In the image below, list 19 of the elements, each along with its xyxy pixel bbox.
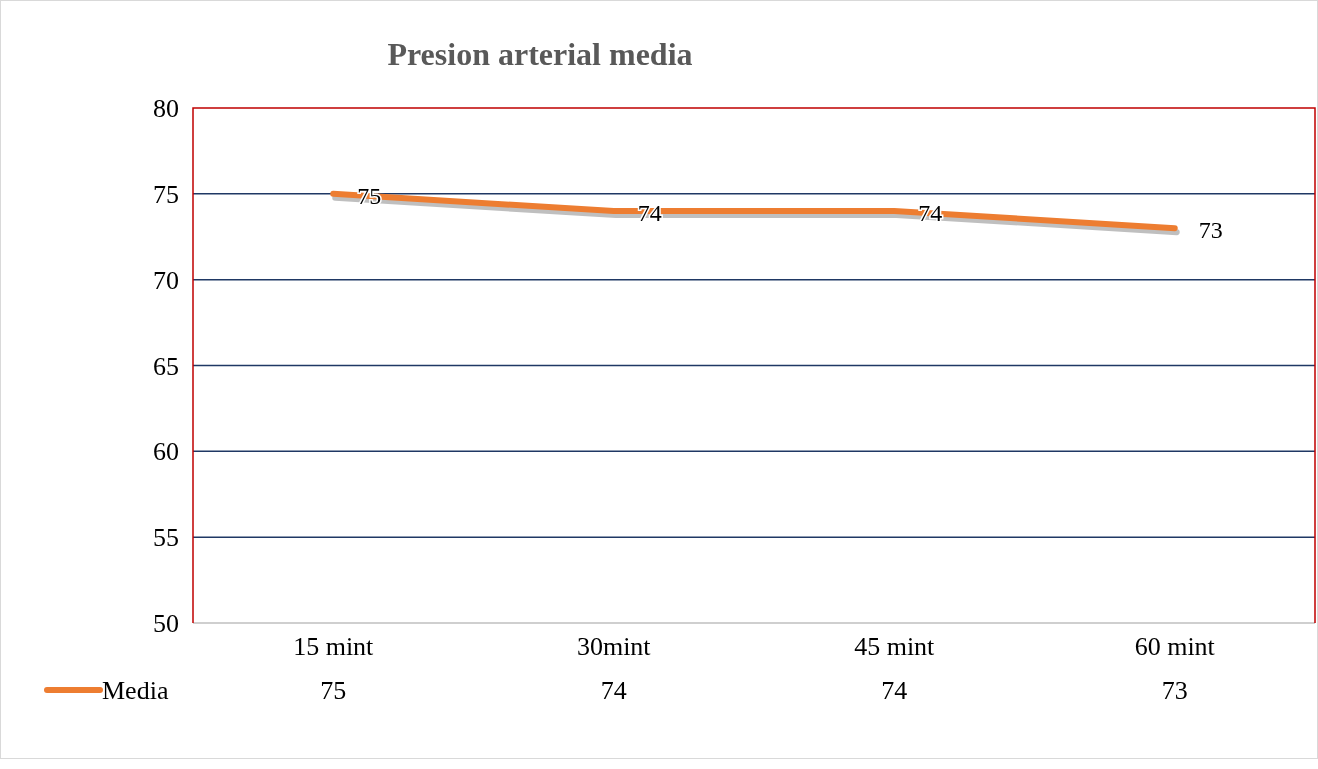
data-label: 73 — [1161, 676, 1188, 705]
y-tick-label: 65 — [153, 351, 179, 381]
x-tick-label: 15 mint — [293, 632, 375, 661]
data-label: 75 — [320, 676, 347, 705]
y-tick-label: 50 — [153, 609, 179, 638]
x-tick-label: 60 mint — [1134, 632, 1216, 661]
x-tick-label: 45 mint — [854, 632, 936, 661]
y-tick-label: 75 — [153, 179, 179, 209]
data-label: 74 — [881, 676, 908, 705]
data-label: 74 — [600, 676, 627, 705]
y-tick-label: 55 — [153, 523, 179, 553]
annotation: 74 — [918, 200, 943, 226]
chart-title: Presion arterial media — [387, 36, 693, 72]
y-tick-label: 70 — [153, 265, 179, 295]
y-tick-label: 60 — [153, 437, 179, 467]
annotation: 73 — [1198, 217, 1223, 244]
legend-label: Media — [102, 676, 169, 705]
x-tick-label: 30mint — [576, 632, 652, 661]
y-tick-label: 80 — [153, 94, 179, 123]
